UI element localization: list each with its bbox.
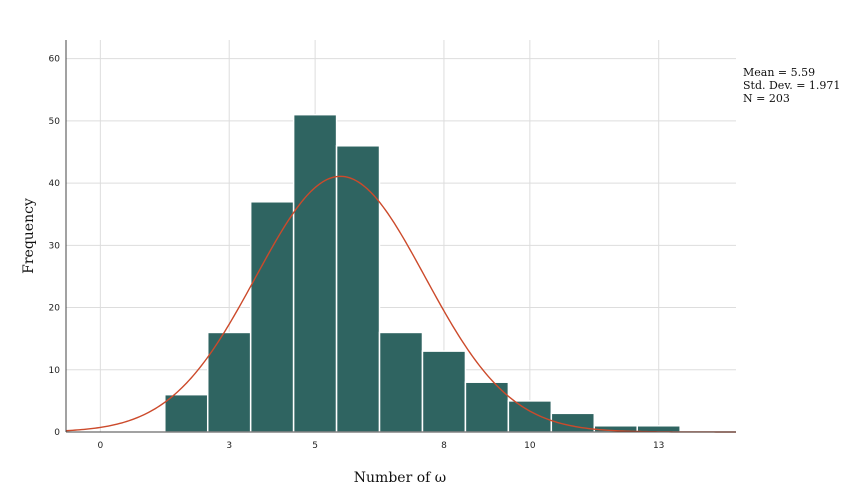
- tick-labels: 0 10 20 30 40 50 60 0 3 5 8 10 13: [49, 55, 665, 451]
- stats-legend: Mean = 5.59 Std. Dev. = 1.971 N = 203: [743, 66, 840, 105]
- x-tick-label: 13: [653, 441, 664, 451]
- x-axis-title: Number of ω: [354, 470, 446, 486]
- x-tick-label: 3: [226, 441, 232, 451]
- histogram-bars: [164, 113, 681, 433]
- axes: [65, 40, 736, 433]
- histogram-bar-6: [378, 331, 424, 433]
- histogram-bar-9: [507, 400, 553, 433]
- x-tick-label: 8: [441, 441, 447, 451]
- std-dev-label: Std. Dev. = 1.971: [743, 79, 841, 92]
- y-tick-label: 50: [49, 117, 61, 127]
- n-label: N = 203: [743, 92, 790, 105]
- histogram-bar-4: [292, 113, 338, 433]
- x-tick-label: 5: [312, 441, 318, 451]
- histogram-bar-2: [206, 331, 252, 433]
- y-tick-label: 20: [49, 304, 61, 314]
- y-axis-title: Frequency: [21, 198, 37, 274]
- normal-curve: [65, 175, 737, 433]
- y-tick-label: 0: [54, 428, 60, 438]
- histogram-bar-3: [249, 201, 295, 433]
- y-tick-label: 40: [49, 179, 61, 189]
- histogram-bar-1: [164, 393, 209, 433]
- x-tick-label: 0: [97, 441, 103, 451]
- histogram-bar-5: [335, 145, 381, 433]
- normal-curve-layer: [65, 175, 737, 433]
- x-tick-label: 10: [524, 441, 536, 451]
- histogram-bar-7: [421, 350, 467, 433]
- y-tick-label: 30: [49, 241, 61, 251]
- y-tick-label: 10: [49, 366, 61, 376]
- mean-label: Mean = 5.59: [743, 66, 816, 79]
- y-tick-label: 60: [49, 55, 61, 65]
